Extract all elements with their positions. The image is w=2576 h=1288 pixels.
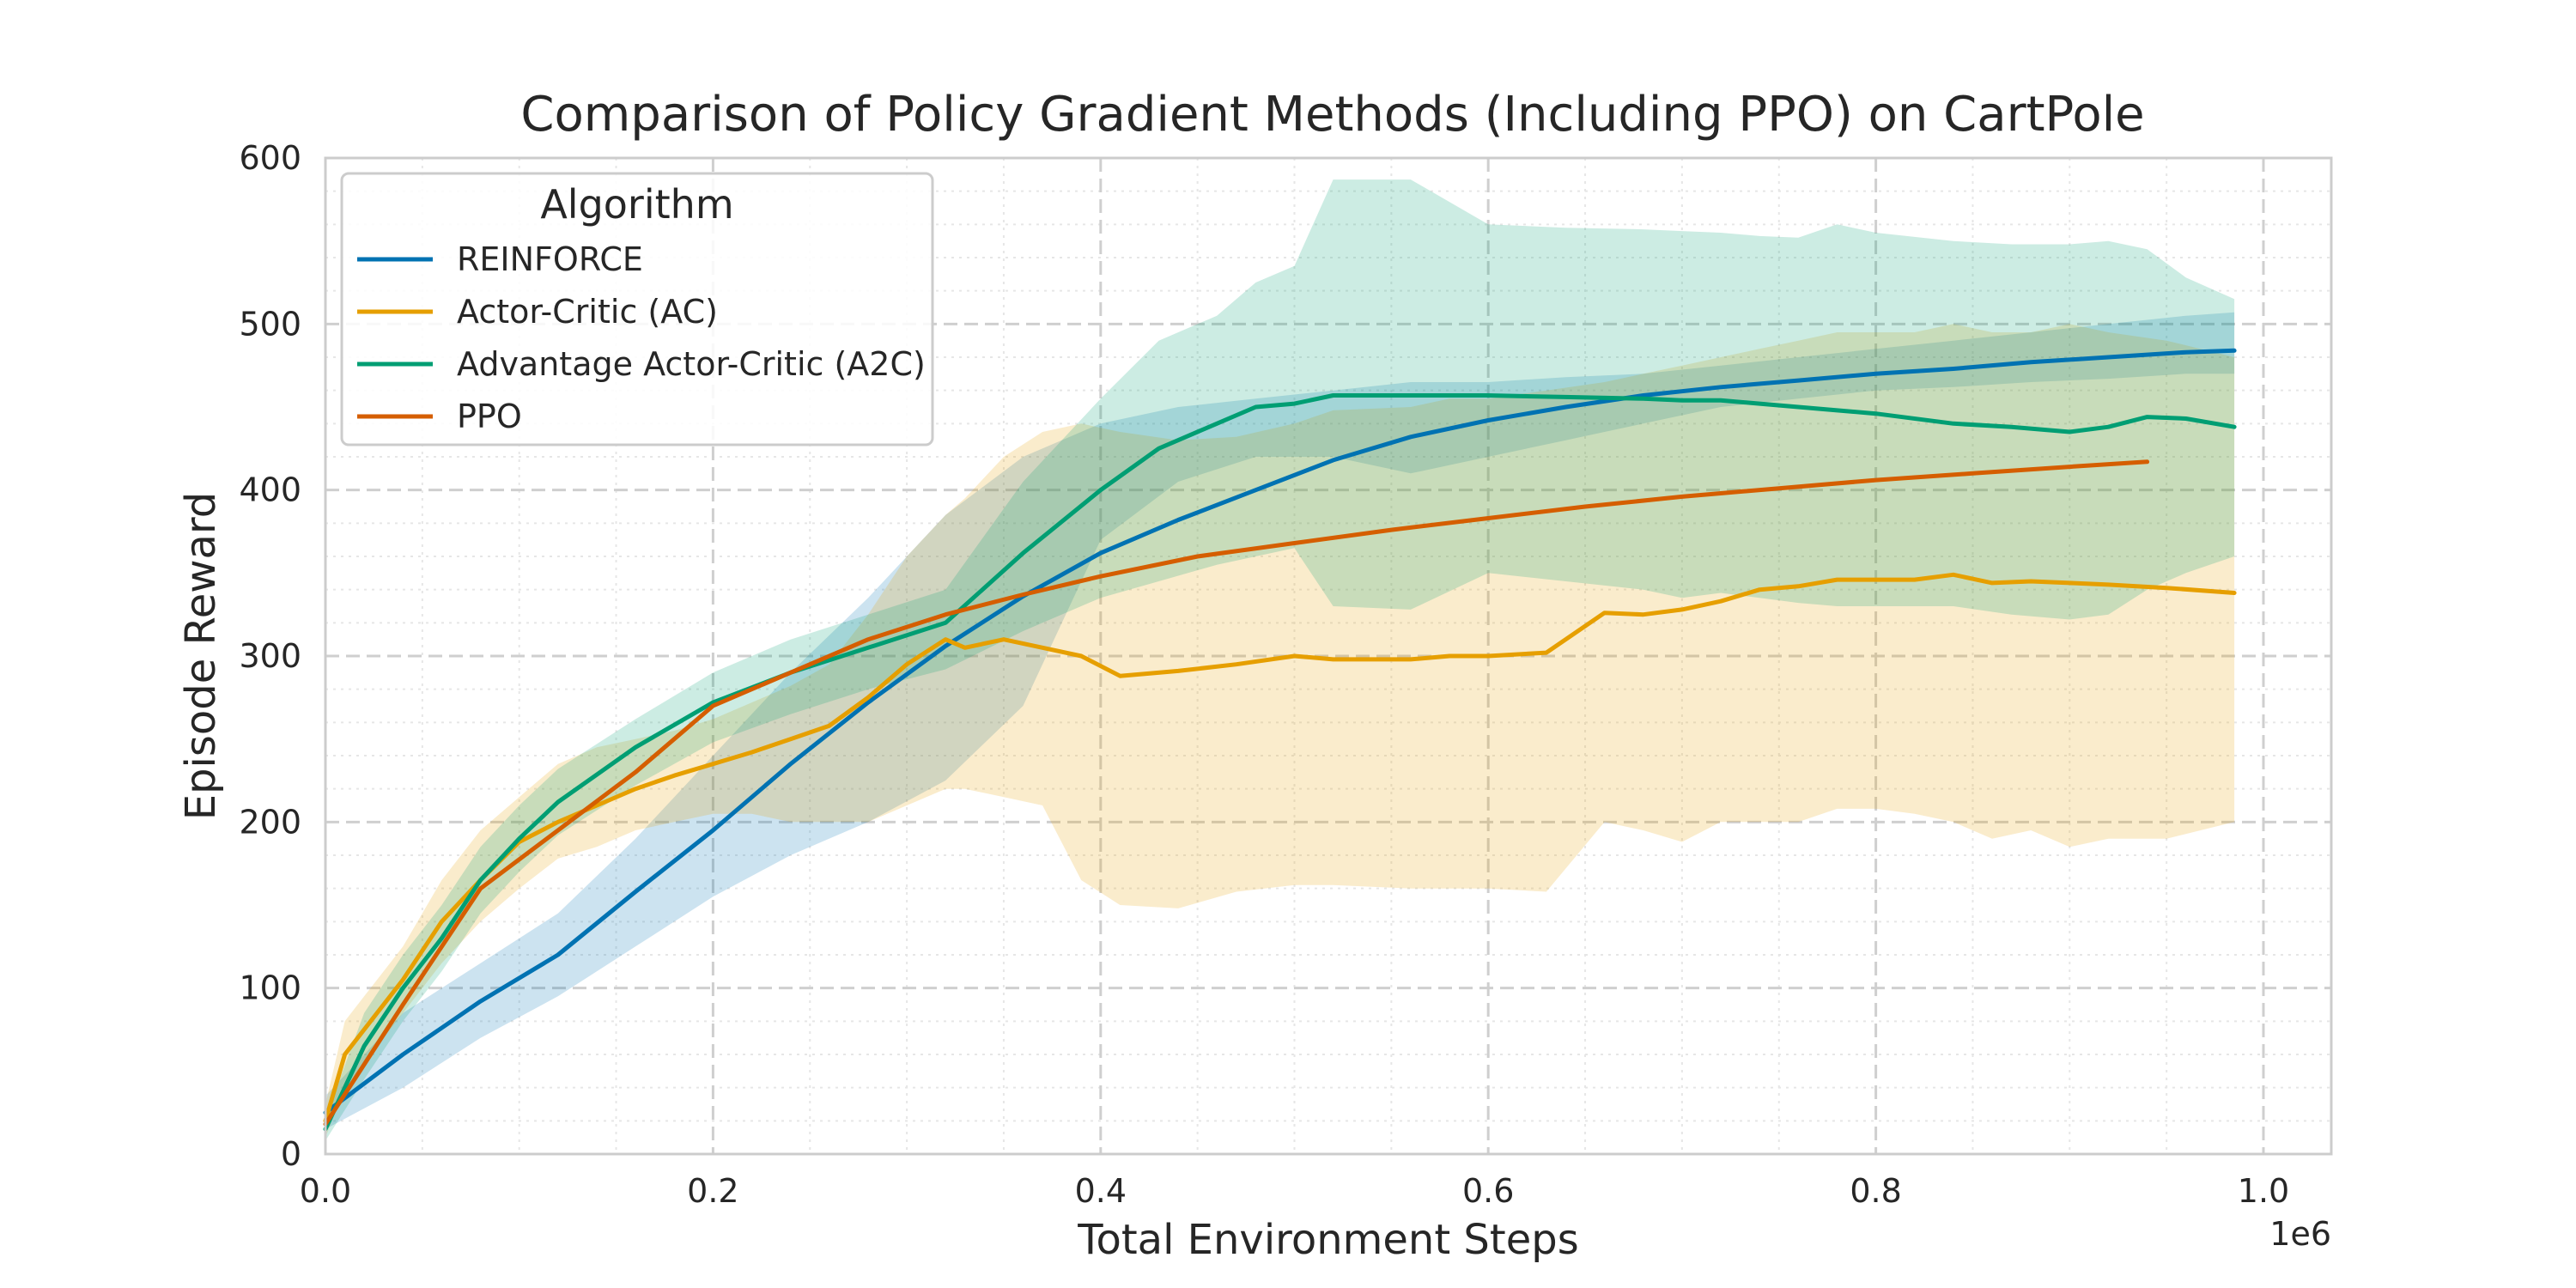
line-advantage-actor-critic-a2c [323,393,2237,1132]
legend-title: Algorithm [540,181,733,228]
x-tick-label: 0.6 [1462,1172,1514,1210]
y-tick-labels: 0 100 200 300 400 500 600 [239,139,301,1173]
y-axis-label: Episode Reward [177,492,225,821]
plot-frame [324,156,2333,1156]
x-tick-label: 0.8 [1850,1172,1901,1210]
legend-entry-label: REINFORCE [457,240,643,278]
y-tick-label: 200 [239,803,301,841]
x-tick-label: 0.4 [1075,1172,1127,1210]
grid [324,156,2331,1156]
bands [325,179,2235,1141]
legend-entry-label: PPO [457,398,522,435]
y-tick-label: 0 [281,1135,301,1173]
x-tick-labels: 0.0 0.2 0.4 0.6 0.8 1.0 [300,1172,2289,1210]
y-tick-label: 100 [239,969,301,1007]
line-ppo [323,459,2150,1127]
x-tick-label: 1.0 [2238,1172,2289,1210]
y-tick-label: 300 [239,637,301,675]
x-axis-label: Total Environment Steps [1077,1216,1578,1264]
y-tick-label: 500 [239,305,301,343]
x-tick-label: 0.2 [687,1172,738,1210]
series-lines [323,348,2237,1132]
band-actor-critic-ac [325,324,2235,1138]
x-axis-scale-label: 1e6 [2269,1215,2331,1253]
legend: Algorithm REINFORCE Actor-Critic (AC) Adva… [340,172,934,447]
y-tick-label: 400 [239,471,301,509]
chart-title: Comparison of Policy Gradient Methods (I… [520,87,2144,143]
line-reinforce [323,348,2237,1115]
legend-entry-label: Advantage Actor-Critic (A2C) [457,345,926,383]
legend-box [340,172,934,447]
legend-entry-label: Actor-Critic (AC) [457,293,718,331]
band-advantage-actor-critic-a2c [325,179,2235,1141]
y-tick-label: 600 [239,139,301,177]
x-tick-label: 0.0 [300,1172,351,1210]
